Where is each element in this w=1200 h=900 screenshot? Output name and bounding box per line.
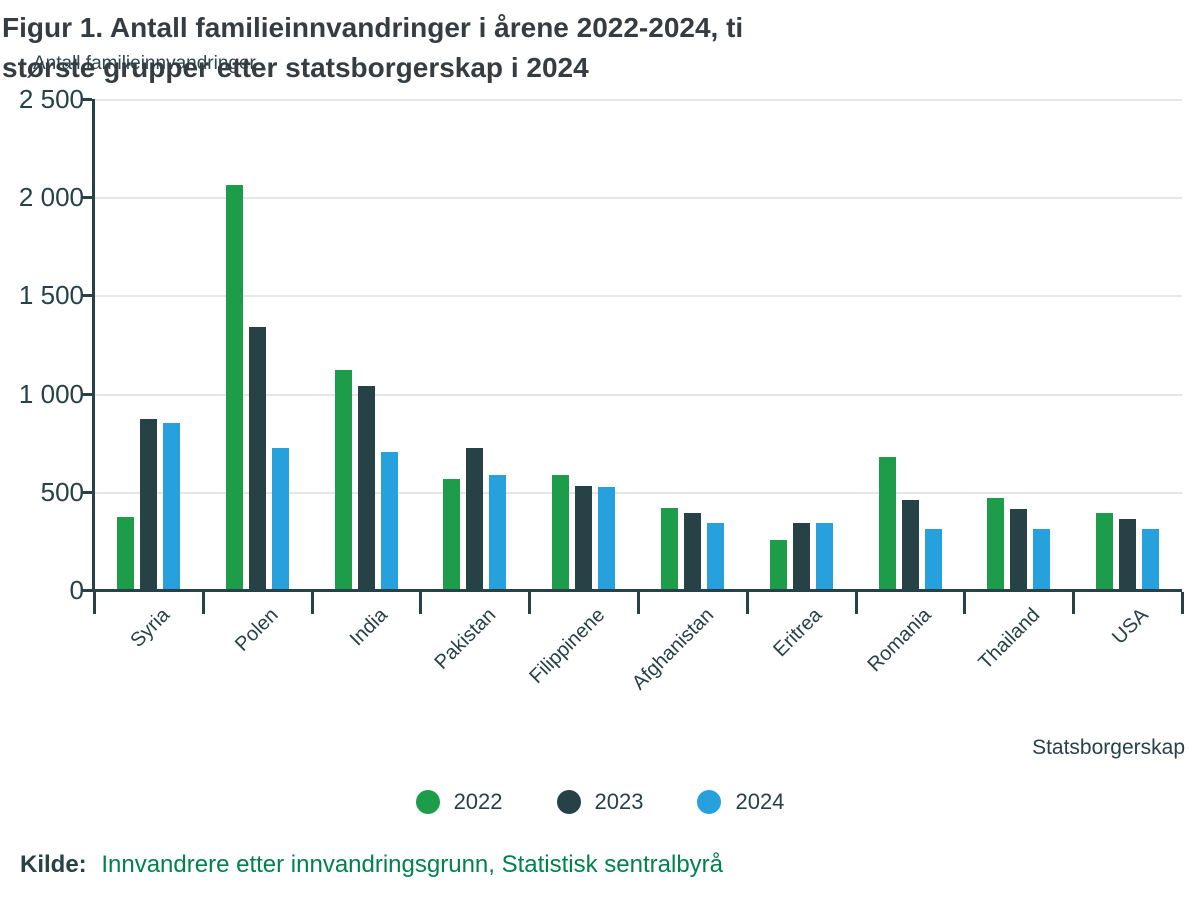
x-category-label-filippinene: Filippinene (525, 604, 610, 688)
x-category-label-syria: Syria (126, 604, 174, 652)
y-axis-tick (82, 392, 92, 396)
x-category-label-pakistan: Pakistan (430, 604, 501, 674)
x-category-label-romania: Romania (863, 604, 936, 677)
bar-2024-Afghanistan[interactable] (706, 523, 724, 590)
y-tick-label: 500 (40, 476, 84, 507)
bar-2023-Pakistan[interactable] (466, 447, 484, 590)
gridline (94, 99, 1182, 101)
legend-item-2024[interactable]: 2024 (697, 789, 784, 815)
legend-label: 2023 (594, 789, 644, 814)
bar-2023-Romania[interactable] (901, 499, 919, 590)
x-axis-tick (745, 592, 749, 614)
bar-2024-Thailand[interactable] (1033, 529, 1051, 590)
bar-2022-Eritrea[interactable] (769, 539, 787, 590)
bar-2024-Pakistan[interactable] (489, 475, 507, 590)
bar-2024-Filippinene[interactable] (598, 486, 616, 590)
y-axis-tick (82, 98, 92, 101)
gridline (94, 197, 1182, 200)
x-category-label-thailand: Thailand (974, 604, 1045, 674)
y-axis-tick (82, 196, 92, 200)
x-category-label-india: India (345, 604, 392, 651)
x-axis-tick (93, 592, 96, 614)
bar-2023-USA[interactable] (1119, 519, 1137, 590)
x-axis-tick (1072, 592, 1076, 614)
bar-2022-Filippinene[interactable] (552, 475, 570, 590)
x-axis-title: Statsborgerskap (1032, 736, 1185, 759)
x-axis-tick (963, 592, 967, 614)
x-axis-tick (201, 592, 205, 614)
legend-label: 2022 (453, 789, 503, 814)
y-tick-label: 1 000 (18, 378, 84, 409)
y-axis-tick (82, 490, 92, 494)
bar-2024-Syria[interactable] (162, 423, 180, 590)
bar-2023-Eritrea[interactable] (792, 523, 810, 590)
y-axis-title: Antall familieinnvandringer (33, 53, 256, 74)
x-category-label-afghanistan: Afghanistan (627, 604, 718, 695)
x-axis-tick (310, 592, 314, 614)
x-axis-tick (528, 592, 532, 614)
bar-2022-Romania[interactable] (878, 457, 896, 590)
source-line: Kilde: Innvandrere etter innvandringsgru… (20, 851, 723, 879)
plot-area (94, 99, 1182, 590)
bar-2022-Pakistan[interactable] (443, 479, 461, 590)
legend-marker-icon (556, 790, 581, 814)
bar-2024-Eritrea[interactable] (815, 523, 833, 590)
legend: 2022 2023 2024 (0, 789, 1200, 815)
x-category-label-polen: Polen (231, 604, 283, 656)
legend-item-2023[interactable]: 2023 (556, 789, 644, 815)
bar-2022-India[interactable] (334, 370, 352, 590)
y-tick-label: 2 000 (18, 182, 84, 213)
chart-title-line2: største grupper etter statsborgerskap i … (2, 52, 589, 83)
chart-title: Figur 1. Antall familieinnvandringer i å… (2, 8, 1102, 88)
bar-2022-USA[interactable] (1096, 513, 1114, 590)
bar-2023-Afghanistan[interactable] (683, 513, 701, 590)
x-category-label-eritrea: Eritrea (769, 604, 827, 662)
x-axis-tick (419, 592, 423, 614)
y-tick-label: 0 (69, 575, 84, 605)
legend-label: 2024 (735, 789, 785, 814)
y-axis-tick (82, 294, 92, 298)
y-axis-line (92, 99, 95, 590)
y-tick-label: 2 500 (18, 84, 84, 114)
source-prefix: Kilde: (20, 851, 87, 878)
legend-item-2022[interactable]: 2022 (415, 789, 503, 815)
x-category-label-usa: USA (1108, 604, 1154, 649)
bar-2022-Afghanistan[interactable] (660, 507, 678, 590)
bar-2023-Thailand[interactable] (1010, 509, 1028, 590)
bar-2023-Syria[interactable] (139, 419, 157, 590)
bar-2024-Polen[interactable] (271, 447, 289, 590)
chart-title-line1: Figur 1. Antall familieinnvandringer i å… (2, 12, 744, 43)
bar-2023-Polen[interactable] (248, 326, 266, 590)
x-axis-tick (637, 592, 640, 614)
x-axis-tick (854, 592, 858, 614)
bar-2023-India[interactable] (357, 385, 375, 590)
bar-2022-Polen[interactable] (225, 185, 243, 590)
source-link[interactable]: Innvandrere etter innvandringsgrunn, Sta… (101, 851, 724, 878)
bar-2024-Romania[interactable] (924, 529, 942, 590)
bar-2022-Thailand[interactable] (987, 497, 1005, 590)
bar-2023-Filippinene[interactable] (575, 485, 593, 590)
bar-2024-USA[interactable] (1142, 529, 1160, 590)
gridline (94, 393, 1182, 396)
legend-marker-icon (415, 790, 440, 814)
gridline (94, 491, 1182, 494)
legend-marker-icon (697, 790, 722, 814)
bar-2022-Syria[interactable] (116, 517, 134, 590)
x-axis-tick (1181, 592, 1184, 614)
x-axis-line (92, 589, 1182, 592)
y-axis-tick (82, 589, 92, 592)
y-tick-label: 1 500 (18, 280, 84, 311)
bar-2024-India[interactable] (380, 451, 398, 590)
gridline (94, 295, 1182, 298)
